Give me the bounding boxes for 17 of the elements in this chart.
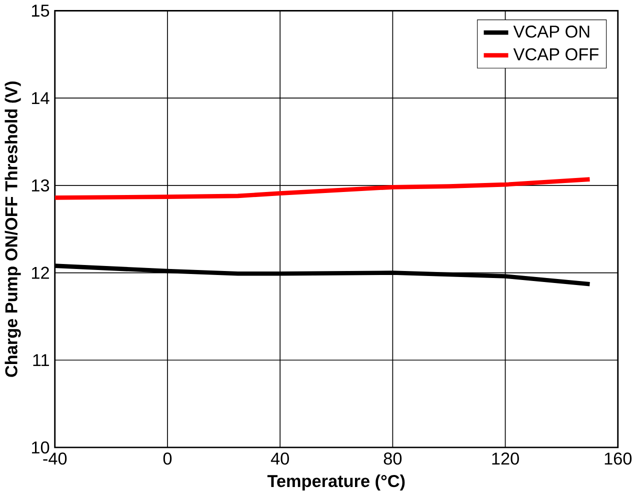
y-tick-label: 10 — [32, 441, 50, 454]
x-tick-label: 160 — [604, 452, 632, 465]
x-tick-label: 80 — [384, 452, 402, 465]
x-tick-label: 40 — [270, 452, 289, 465]
y-tick-label: 12 — [32, 266, 49, 279]
y-axis-title: Charge Pump ON/OFF Threshold (V) — [4, 81, 21, 377]
legend-label: VCAP ON — [513, 25, 590, 38]
line-series — [54, 177, 592, 200]
x-axis-title: Temperature (°C) — [267, 474, 405, 490]
y-tick-label: 11 — [33, 354, 49, 366]
y-tick-label: 13 — [32, 179, 50, 192]
x-tick-label: 120 — [492, 452, 519, 465]
y-tick-label: 14 — [32, 92, 50, 104]
x-tick-label: 0 — [163, 452, 172, 465]
y-tick-label: 15 — [32, 4, 50, 17]
x-tick-label: -40 — [43, 452, 67, 465]
legend-label: VCAP OFF — [513, 48, 598, 60]
